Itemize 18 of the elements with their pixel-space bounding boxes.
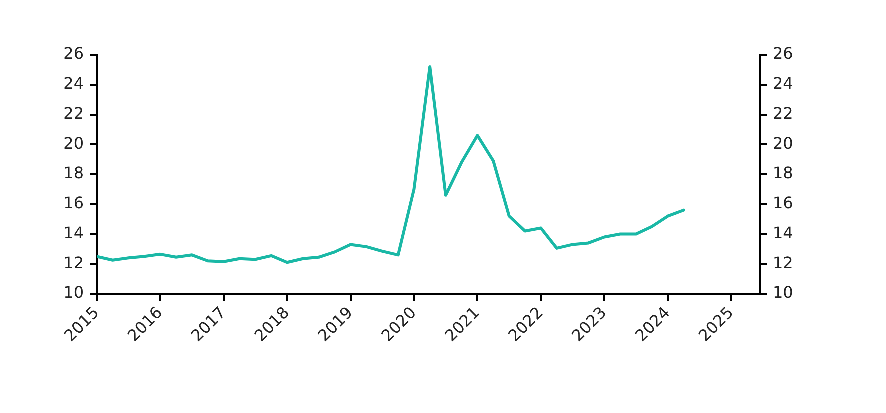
y-tick-label: 24 [64, 74, 84, 94]
y2-tick-label: 14 [773, 223, 794, 242]
y-tick-label: 22 [64, 104, 84, 123]
y2-tick-label: 18 [773, 164, 794, 183]
y-tick-label: 20 [64, 134, 84, 153]
y-tick-label: 12 [64, 253, 84, 272]
y-tick-label: 16 [64, 194, 84, 213]
y2-tick-label: 26 [773, 44, 794, 64]
y-tick-label: 14 [64, 223, 84, 242]
y-tick-label: 10 [64, 283, 84, 302]
y-tick-label: 18 [64, 164, 84, 183]
y2-tick-label: 24 [773, 74, 794, 94]
y2-tick-label: 22 [773, 104, 794, 123]
y-tick-label: 26 [64, 44, 84, 64]
y2-tick-label: 12 [773, 253, 794, 272]
y2-tick-label: 16 [773, 194, 794, 213]
y2-tick-label: 20 [773, 134, 794, 153]
y2-tick-label: 10 [773, 283, 794, 302]
